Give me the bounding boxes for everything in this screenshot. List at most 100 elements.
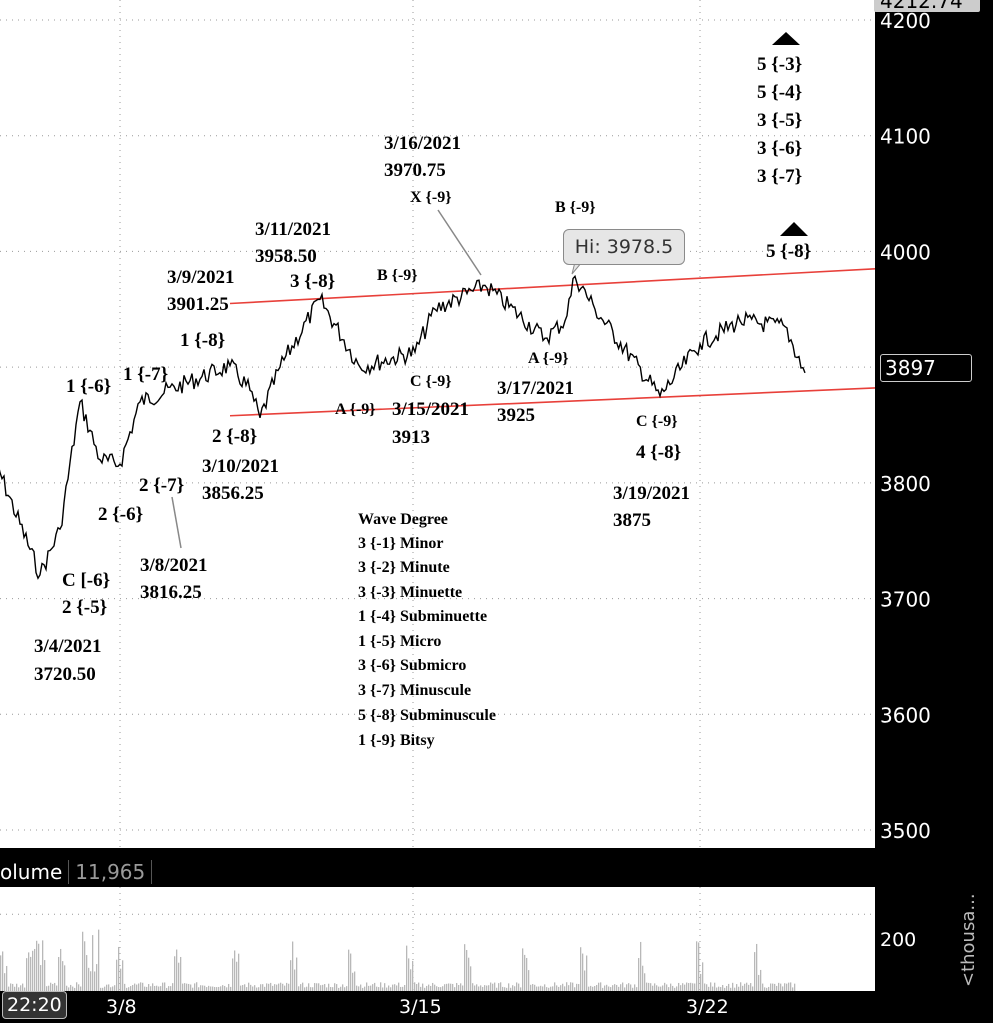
- volume-bar: [280, 982, 282, 991]
- right-axis-bg: [875, 0, 993, 1023]
- volume-bar: [752, 986, 754, 991]
- volume-bar: [534, 984, 536, 991]
- volume-bar: [630, 984, 632, 991]
- time-axis-bg: [0, 991, 875, 1023]
- volume-bar: [602, 987, 604, 991]
- volume-bar: [114, 985, 116, 991]
- volume-bar: [408, 958, 410, 991]
- volume-bar: [674, 987, 676, 991]
- annotation: 5 {-4}: [757, 82, 802, 103]
- volume-bar: [698, 942, 700, 991]
- volume-bar: [198, 987, 200, 991]
- volume-bar: [74, 987, 76, 991]
- volume-bar: [722, 984, 724, 991]
- volume-bar: [538, 986, 540, 991]
- volume-bar: [18, 987, 20, 991]
- volume-bar: [212, 986, 214, 991]
- volume-bar: [174, 956, 176, 991]
- volume-bar: [32, 950, 34, 991]
- annotation: 3/15/2021: [392, 399, 469, 420]
- volume-bar: [36, 940, 38, 991]
- volume-bar: [734, 987, 736, 991]
- volume-bar: [426, 985, 428, 991]
- volume-bar: [38, 943, 40, 991]
- volume-bar: [200, 985, 202, 991]
- volume-bar: [566, 982, 568, 991]
- volume-bar: [776, 985, 778, 991]
- volume-bar: [726, 985, 728, 991]
- volume-bar: [746, 982, 748, 991]
- volume-bar: [568, 985, 570, 991]
- volume-bar: [710, 982, 712, 991]
- volume-bar: [646, 982, 648, 991]
- volume-bar: [334, 983, 336, 991]
- volume-bar: [216, 987, 218, 991]
- volume-bar: [88, 967, 90, 991]
- volume-bar: [92, 935, 94, 991]
- volume-bar: [506, 987, 508, 991]
- volume-bar: [276, 984, 278, 991]
- volume-bar: [302, 982, 304, 991]
- volume-bar: [50, 982, 52, 991]
- volume-bar: [12, 983, 14, 991]
- volume-bar: [2, 951, 4, 991]
- volume-bar: [390, 987, 392, 991]
- volume-bar: [126, 987, 128, 991]
- volume-bar: [204, 985, 206, 991]
- volume-bar: [728, 983, 730, 991]
- volume-bar: [486, 985, 488, 991]
- volume-bar: [708, 986, 710, 991]
- volume-bar: [452, 983, 454, 991]
- volume-bar: [176, 949, 178, 991]
- volume-bar: [434, 984, 436, 991]
- last-price-badge: 3897: [880, 354, 972, 382]
- volume-bar: [344, 987, 346, 991]
- volume-bar: [346, 986, 348, 991]
- volume-bar: [178, 962, 180, 991]
- volume-bar: [584, 970, 586, 991]
- volume-bar: [184, 983, 186, 991]
- volume-bar: [298, 986, 300, 991]
- volume-bar: [424, 987, 426, 991]
- volume-bar: [780, 983, 782, 991]
- volume-bar: [778, 982, 780, 991]
- volume-bar: [220, 986, 222, 991]
- volume-bar: [700, 973, 702, 991]
- volume-bar: [46, 986, 48, 991]
- volume-bar: [448, 983, 450, 991]
- volume-bar: [758, 974, 760, 991]
- volume-bar: [546, 987, 548, 991]
- volume-bar: [676, 986, 678, 991]
- volume-bar: [248, 982, 250, 991]
- volume-bar: [774, 983, 776, 991]
- volume-bar: [66, 985, 68, 991]
- volume-bar: [650, 983, 652, 991]
- volume-bar: [316, 983, 318, 991]
- cursor-time[interactable]: 22:20: [2, 991, 67, 1019]
- volume-bar: [536, 986, 538, 991]
- volume-bar: [594, 986, 596, 991]
- volume-bar: [404, 984, 406, 991]
- volume-bar: [294, 969, 296, 991]
- volume-bar: [244, 984, 246, 991]
- volume-bar: [718, 986, 720, 991]
- volume-bar: [84, 941, 86, 991]
- volume-bar: [772, 983, 774, 991]
- volume-bar: [504, 987, 506, 991]
- volume-bar: [376, 986, 378, 991]
- volume-bar: [656, 985, 658, 991]
- volume-bar: [476, 984, 478, 991]
- callout-line-38: [171, 496, 182, 549]
- price-tick-label: 3800: [880, 472, 931, 496]
- volume-bar: [634, 984, 636, 991]
- volume-bar: [642, 965, 644, 991]
- volume-bar: [20, 985, 22, 991]
- volume-bar: [260, 984, 262, 991]
- volume-bar: [600, 982, 602, 991]
- volume-bar: [702, 962, 704, 991]
- legend-item: 3 {-2} Minute: [358, 559, 450, 576]
- volume-bar: [208, 985, 210, 991]
- volume-bar: [462, 985, 464, 991]
- volume-bar: [120, 968, 122, 991]
